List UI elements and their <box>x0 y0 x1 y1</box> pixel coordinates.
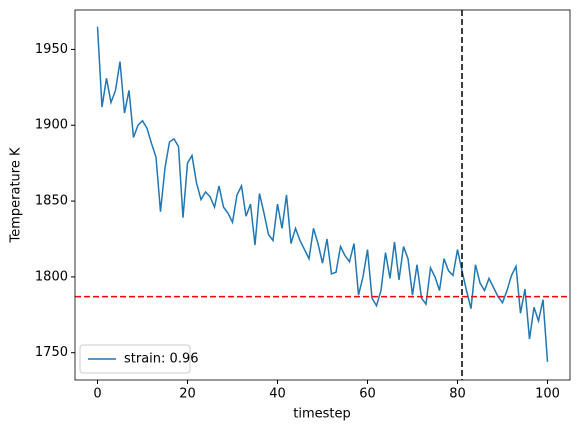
y-tick-label: 1850 <box>35 194 68 209</box>
x-tick-label: 80 <box>449 387 466 402</box>
y-tick-label: 1900 <box>35 118 68 133</box>
x-tick-label: 20 <box>179 387 196 402</box>
x-axis-label: timestep <box>293 407 351 422</box>
x-tick-label: 100 <box>535 387 560 402</box>
x-tick-label: 60 <box>359 387 376 402</box>
x-tick-label: 40 <box>269 387 286 402</box>
x-tick-label: 0 <box>93 387 101 402</box>
legend-box <box>79 344 191 374</box>
y-tick-label: 1950 <box>35 42 68 57</box>
line-series <box>96 26 549 362</box>
y-tick-label: 1800 <box>35 269 68 284</box>
y-tick-label: 1750 <box>35 345 68 360</box>
legend-label: strain: 0.96 <box>124 352 199 367</box>
plot-frame <box>74 9 571 381</box>
y-axis-label: Temperature K <box>9 147 24 243</box>
